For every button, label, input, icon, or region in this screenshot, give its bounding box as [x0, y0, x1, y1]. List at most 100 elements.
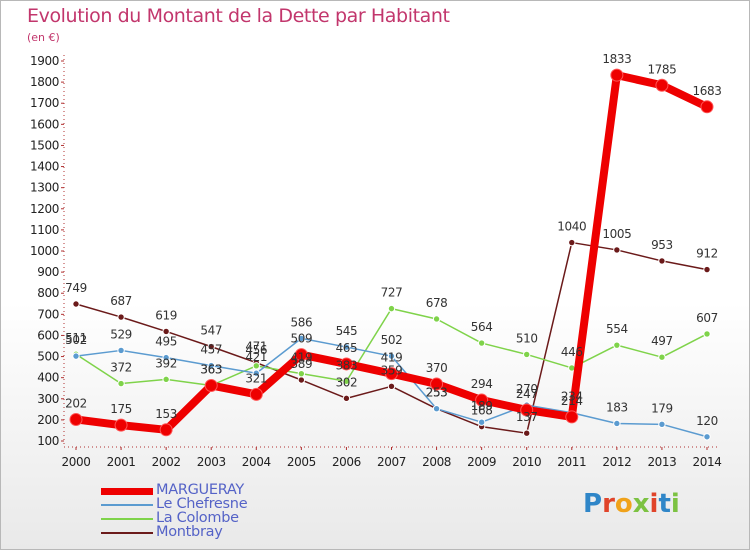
- x-tick-label: 2000: [62, 455, 91, 469]
- data-point: [117, 313, 125, 321]
- data-label: 465: [336, 341, 358, 355]
- data-point: [477, 339, 486, 347]
- data-point: [658, 353, 666, 361]
- chart-title: Evolution du Montant de la Dette par Hab…: [27, 5, 450, 27]
- data-point: [162, 327, 170, 336]
- data-label: 457: [200, 343, 222, 357]
- x-tick-label: 2001: [107, 455, 136, 469]
- logo-letter: i: [670, 489, 680, 519]
- data-point: [204, 378, 218, 392]
- data-label: 234: [561, 390, 583, 404]
- data-label: 183: [606, 400, 628, 414]
- data-label: 359: [381, 363, 403, 377]
- data-label: 607: [696, 311, 718, 325]
- data-label: 456: [245, 343, 267, 357]
- data-point: [252, 362, 260, 370]
- data-label: 502: [65, 333, 87, 347]
- x-tick-label: 2011: [557, 455, 586, 469]
- data-point: [294, 348, 308, 362]
- y-tick-label: 900: [37, 265, 59, 279]
- data-point: [207, 361, 215, 370]
- y-tick-label: 1900: [30, 54, 59, 68]
- y-tick-label: 1200: [30, 202, 59, 216]
- legend-label: La Colombe: [156, 510, 239, 526]
- x-tick-label: 2009: [467, 455, 496, 469]
- data-label: 302: [336, 375, 358, 389]
- data-label: 321: [245, 371, 267, 385]
- data-point: [114, 418, 128, 432]
- data-point: [117, 379, 125, 388]
- data-point: [342, 377, 351, 385]
- data-point: [72, 352, 80, 360]
- data-label: 1005: [602, 227, 631, 241]
- data-label: 545: [336, 324, 358, 338]
- data-point: [69, 412, 83, 426]
- data-label: 363: [200, 362, 222, 376]
- x-tick-label: 2003: [197, 455, 226, 469]
- data-label: 497: [651, 334, 673, 348]
- data-label: 189: [471, 399, 493, 413]
- legend-item-montbray[interactable]: Montbray: [101, 524, 401, 540]
- legend-label: Le Chefresne: [156, 496, 248, 512]
- y-tick-label: 300: [37, 392, 59, 406]
- logo-letter: x: [632, 489, 650, 519]
- data-point: [477, 418, 486, 426]
- data-label: 419: [290, 351, 312, 365]
- data-point: [432, 315, 441, 323]
- data-point: [703, 433, 711, 441]
- data-point: [249, 387, 263, 401]
- data-point: [523, 429, 531, 437]
- data-point: [700, 100, 714, 114]
- data-point: [568, 238, 576, 247]
- data-label: 270: [516, 382, 538, 396]
- data-label: 502: [381, 333, 403, 347]
- data-label: 372: [110, 361, 132, 375]
- data-point: [297, 334, 306, 343]
- y-tick-label: 1100: [30, 223, 59, 237]
- data-label: 363: [200, 362, 222, 376]
- data-label: 253: [426, 386, 448, 400]
- data-label: 509: [290, 332, 312, 346]
- legend-swatch: [101, 532, 153, 534]
- data-point: [520, 403, 534, 417]
- chart-subtitle: (en €): [27, 31, 60, 44]
- data-point: [658, 420, 666, 429]
- data-point: [342, 394, 351, 403]
- data-label: 137: [516, 410, 538, 424]
- data-label: 153: [155, 407, 177, 421]
- data-label: 383: [336, 358, 358, 372]
- data-label: 214: [561, 394, 583, 408]
- data-point: [703, 265, 711, 274]
- y-tick-label: 1700: [30, 96, 59, 110]
- legend-item-la-colombe[interactable]: La Colombe: [101, 510, 401, 526]
- y-tick-label: 800: [37, 286, 59, 300]
- data-label: 953: [651, 238, 673, 252]
- data-point: [523, 350, 531, 359]
- data-point: [72, 300, 80, 308]
- data-point: [387, 382, 396, 391]
- legend-item-le-chefresne[interactable]: Le Chefresne: [101, 496, 401, 512]
- data-label: 749: [65, 281, 87, 295]
- data-point: [339, 357, 353, 371]
- x-tick-label: 2010: [512, 455, 541, 469]
- data-point: [297, 369, 306, 378]
- data-label: 687: [110, 294, 132, 308]
- y-tick-label: 1300: [30, 181, 59, 195]
- data-point: [610, 68, 624, 82]
- data-label: 471: [245, 340, 267, 354]
- legend-label: MARGUERAY: [156, 482, 244, 498]
- data-point: [613, 419, 621, 428]
- y-tick-label: 200: [37, 413, 59, 427]
- data-point: [565, 410, 579, 424]
- logo-letter: o: [614, 489, 633, 519]
- data-label: 586: [290, 315, 312, 329]
- y-tick-label: 1800: [30, 75, 59, 89]
- data-label: 421: [245, 350, 267, 364]
- data-label: 1040: [557, 220, 586, 234]
- legend-item-margueray[interactable]: MARGUERAY: [101, 482, 401, 498]
- legend-swatch: [101, 518, 153, 520]
- data-point: [342, 343, 351, 351]
- data-point: [703, 330, 711, 338]
- logo-letter: i: [649, 489, 659, 519]
- data-point: [387, 352, 396, 360]
